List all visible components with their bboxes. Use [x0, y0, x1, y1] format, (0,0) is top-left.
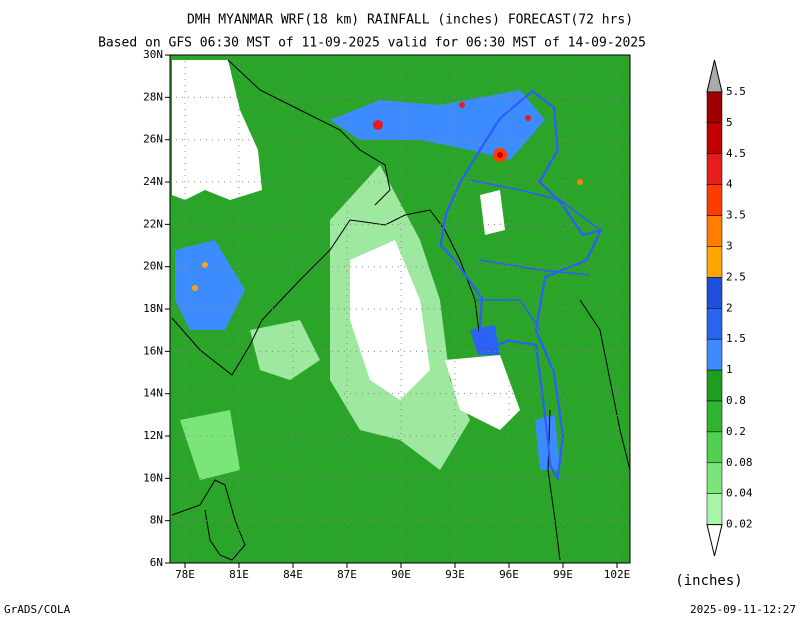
coastlines — [171, 59, 630, 561]
colorbar-segment — [706, 308, 723, 340]
lon-label: 99E — [553, 568, 573, 581]
lon-label: 78E — [175, 568, 195, 581]
lat-label: 28N — [143, 90, 163, 103]
colorbar-label: 3.5 — [726, 209, 746, 222]
colorbar-segment — [706, 215, 723, 247]
colorbar-segment — [706, 91, 723, 124]
lat-label: 6N — [150, 556, 163, 569]
lat-label: 16N — [143, 344, 163, 357]
colorbar-segment — [706, 277, 723, 309]
colorbar-label: 5 — [726, 116, 733, 129]
colorbar-label: 0.04 — [726, 487, 753, 500]
colorbar-segment — [706, 122, 723, 155]
lon-label: 84E — [283, 568, 303, 581]
colorbar-segment — [706, 369, 723, 402]
extreme-rain-spots — [192, 102, 583, 291]
colorbar-label: 1 — [726, 363, 733, 376]
state-boundaries — [469, 179, 601, 331]
dry-areas — [172, 60, 520, 480]
colorbar-bottom-arrow — [706, 524, 723, 557]
lat-label: 30N — [143, 48, 163, 61]
map — [170, 55, 630, 563]
colorbar-label: 5.5 — [726, 85, 746, 98]
colorbar-segment — [706, 184, 723, 216]
myanmar-boundary — [439, 89, 603, 482]
colorbar-segment — [706, 338, 723, 371]
colorbar-label: 2 — [726, 301, 733, 314]
lon-label: 81E — [229, 568, 249, 581]
colorbar-label: 3 — [726, 240, 733, 253]
colorbar-label: 0.08 — [726, 456, 753, 469]
lat-label: 14N — [143, 387, 163, 400]
colorbar-label: 4.5 — [726, 147, 746, 160]
subtitle: Based on GFS 06:30 MST of 11-09-2025 val… — [98, 36, 646, 51]
lat-label: 8N — [150, 514, 163, 527]
colorbar-segment — [706, 400, 723, 433]
lat-label: 12N — [143, 429, 163, 442]
lat-label: 18N — [143, 302, 163, 315]
colorbar-top-arrow — [706, 59, 723, 93]
footer-left: GrADS/COLA — [4, 603, 71, 616]
footer-right: 2025-09-11-12:27 — [690, 603, 796, 616]
lon-label: 102E — [604, 568, 631, 581]
lat-label: 22N — [143, 217, 163, 230]
lon-label: 90E — [391, 568, 411, 581]
colorbar-label: 0.02 — [726, 518, 753, 531]
colorbar: 5.5 5 4.5 4 3.5 3 2.5 2 1.5 1 0.8 0.2 0.08 0.04 0.02 — [706, 59, 753, 557]
colorbar-label: 0.8 — [726, 394, 746, 407]
lat-label: 10N — [143, 471, 163, 484]
colorbar-label: 2.5 — [726, 270, 746, 283]
colorbar-segment — [706, 431, 723, 464]
heavy-rain-areas — [175, 90, 560, 470]
title: DMH MYANMAR WRF(18 km) RAINFALL (inches)… — [187, 13, 633, 28]
lat-label: 20N — [143, 260, 163, 273]
lat-label: 24N — [143, 175, 163, 188]
colorbar-segment — [706, 246, 723, 278]
colorbar-unit: (inches) — [675, 573, 742, 589]
graticule — [170, 55, 630, 563]
lon-label: 96E — [499, 568, 519, 581]
colorbar-label: 4 — [726, 178, 733, 191]
colorbar-label: 1.5 — [726, 332, 746, 345]
colorbar-segment — [706, 493, 723, 525]
colorbar-segment — [706, 153, 723, 185]
lon-label: 87E — [337, 568, 357, 581]
colorbar-label: 0.2 — [726, 425, 746, 438]
lat-label: 26N — [143, 133, 163, 146]
lon-label: 93E — [445, 568, 465, 581]
colorbar-segment — [706, 462, 723, 494]
